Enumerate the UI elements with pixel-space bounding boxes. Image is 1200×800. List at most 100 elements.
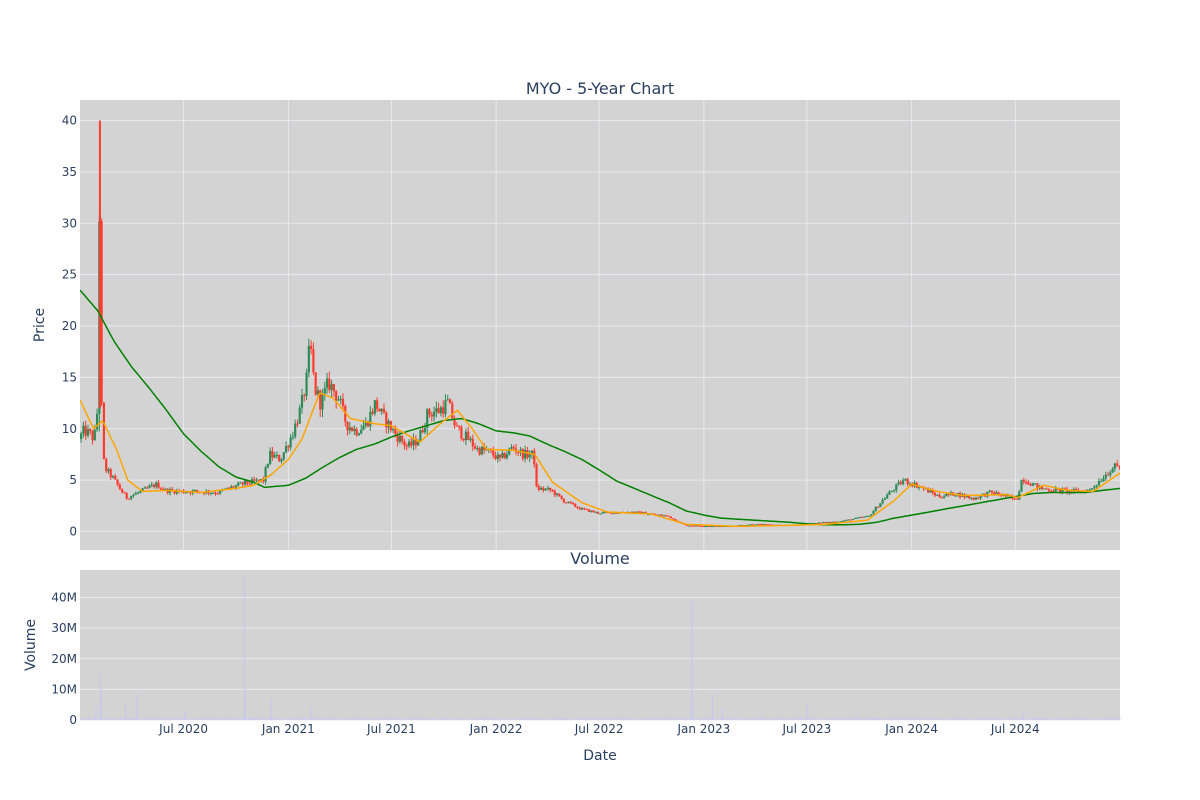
candle-body bbox=[872, 511, 875, 515]
volume-bar bbox=[221, 718, 223, 720]
volume-bar bbox=[709, 717, 711, 720]
candle-body bbox=[243, 480, 247, 485]
candle-body bbox=[763, 524, 766, 526]
volume-bar bbox=[467, 717, 468, 720]
candle-body bbox=[1102, 478, 1105, 482]
volume-bar bbox=[370, 718, 372, 720]
volume-bar bbox=[442, 718, 443, 720]
volume-bar bbox=[98, 718, 100, 720]
candle-body bbox=[428, 409, 431, 415]
volume-bar bbox=[809, 718, 811, 720]
candle-body bbox=[269, 450, 272, 464]
volume-bar bbox=[193, 719, 195, 720]
candle-body bbox=[549, 487, 552, 491]
volume-bar bbox=[913, 717, 915, 720]
volume-bar bbox=[939, 717, 941, 720]
volume-bar bbox=[1054, 719, 1056, 720]
ma-long-line bbox=[80, 289, 1120, 526]
volume-spike-bar bbox=[691, 600, 693, 720]
candle-body bbox=[134, 493, 137, 495]
price-y-tick-label: 15 bbox=[62, 370, 77, 384]
candle-body bbox=[337, 399, 340, 401]
candle-body bbox=[391, 429, 395, 431]
volume-bar bbox=[294, 717, 295, 720]
volume-bar bbox=[841, 718, 843, 720]
volume-bar bbox=[968, 719, 969, 720]
candle-body bbox=[462, 438, 465, 441]
volume-bar bbox=[312, 718, 314, 720]
volume-bar bbox=[694, 719, 696, 720]
volume-bar bbox=[625, 718, 627, 720]
volume-bar bbox=[962, 718, 964, 720]
volume-bar bbox=[1056, 718, 1058, 720]
volume-bar bbox=[1089, 718, 1091, 720]
volume-bar bbox=[324, 719, 326, 720]
volume-bar bbox=[946, 719, 948, 720]
volume-bar bbox=[723, 718, 725, 720]
candle-body bbox=[585, 509, 588, 511]
volume-bar bbox=[757, 718, 759, 720]
candle-body bbox=[382, 408, 386, 413]
volume-bar bbox=[580, 718, 582, 720]
volume-bar bbox=[699, 719, 701, 720]
volume-bar bbox=[845, 718, 846, 720]
volume-bar bbox=[134, 718, 136, 720]
volume-bar bbox=[814, 717, 816, 720]
volume-bar bbox=[536, 717, 538, 720]
candle-body bbox=[476, 448, 479, 450]
volume-bar bbox=[473, 717, 475, 720]
volume-bar bbox=[85, 717, 87, 720]
volume-bar bbox=[176, 718, 178, 720]
volume-bar bbox=[498, 719, 500, 720]
volume-bar bbox=[1022, 717, 1024, 720]
candle-body bbox=[184, 492, 187, 494]
volume-bar bbox=[702, 719, 704, 720]
volume-bar bbox=[256, 717, 258, 720]
price-y-tick-label: 25 bbox=[62, 268, 77, 282]
volume-axis-title: Volume bbox=[23, 619, 39, 671]
volume-y-tick-label: 0 bbox=[69, 713, 77, 727]
candle-body bbox=[692, 525, 695, 527]
volume-bar bbox=[991, 718, 993, 720]
volume-bar bbox=[128, 718, 130, 720]
price-y-ticks: 0 5 10 15 20 25 30 35 40 bbox=[62, 114, 77, 539]
candle-body bbox=[162, 488, 165, 490]
candle-body bbox=[861, 517, 864, 519]
volume-bar bbox=[960, 718, 961, 720]
volume-bar bbox=[83, 718, 85, 720]
candle-body bbox=[590, 510, 593, 512]
volume-bar bbox=[123, 718, 125, 720]
candle-body bbox=[972, 497, 975, 500]
volume-bar bbox=[613, 717, 615, 720]
volume-bar bbox=[744, 718, 746, 720]
candle-body bbox=[378, 408, 381, 412]
candle-body bbox=[380, 408, 383, 412]
candle-body bbox=[888, 491, 891, 495]
volume-bar bbox=[251, 717, 253, 720]
candle-body bbox=[970, 497, 973, 499]
volume-bar bbox=[317, 717, 319, 720]
volume-bar bbox=[394, 718, 396, 720]
candle-body bbox=[587, 509, 590, 512]
candle-body bbox=[867, 515, 871, 517]
volume-bar bbox=[411, 718, 413, 720]
volume-bar bbox=[280, 719, 282, 720]
volume-bar bbox=[224, 717, 226, 720]
candle-body bbox=[102, 402, 106, 459]
candle-body bbox=[551, 490, 554, 492]
candle-body bbox=[414, 438, 417, 446]
volume-bar bbox=[871, 717, 873, 720]
volume-bar bbox=[880, 717, 882, 720]
volume-bar bbox=[361, 719, 363, 720]
volume-bar bbox=[1118, 717, 1120, 720]
volume-bar bbox=[1106, 719, 1108, 720]
volume-bar bbox=[896, 719, 898, 720]
volume-bar bbox=[409, 718, 410, 720]
volume-bar bbox=[651, 719, 653, 720]
volume-y-ticks: 0 10M 20M 30M 40M bbox=[51, 591, 77, 727]
volume-bar bbox=[736, 719, 738, 720]
volume-bar bbox=[405, 718, 407, 720]
volume-bar bbox=[328, 719, 330, 720]
candle-body bbox=[259, 479, 263, 481]
candle-body bbox=[273, 455, 276, 458]
